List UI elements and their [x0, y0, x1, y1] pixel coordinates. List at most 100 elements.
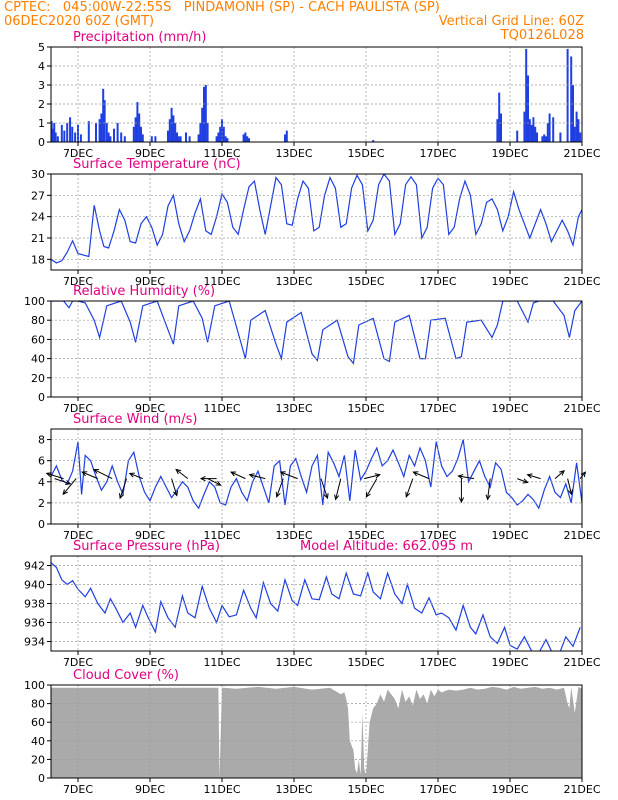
panel-grid — [51, 429, 583, 524]
panel-subtitle: Model Altitude: 662.095 m — [300, 539, 473, 554]
y-tick-label: 20 — [31, 372, 45, 385]
wind-arrowhead — [323, 493, 329, 500]
y-tick-label: 80 — [31, 314, 45, 327]
precip-bar — [523, 111, 526, 142]
x-tick-label: 11DEC — [203, 402, 240, 415]
wind-vector — [567, 478, 572, 495]
precip-bar — [98, 119, 101, 142]
vertical-grid-info: Vertical Grid Line: 60Z — [438, 14, 584, 29]
precip-bar — [516, 130, 519, 142]
wind-vector — [175, 469, 189, 480]
precip-bar — [74, 132, 77, 142]
wind-vector — [93, 469, 113, 480]
precip-bar — [246, 136, 249, 142]
panel-grid — [51, 47, 583, 142]
wind-arrowhead — [334, 494, 340, 501]
precip-bar — [176, 132, 178, 142]
x-tick-label: 15DEC — [347, 656, 384, 669]
x-tick-label: 7DEC — [63, 656, 93, 669]
wind-vector — [82, 471, 98, 480]
x-tick-label: 21DEC — [563, 529, 600, 542]
series-line — [51, 439, 582, 510]
y-tick-label: 100 — [24, 295, 45, 308]
y-tick-label: 6 — [38, 455, 45, 468]
precip-bar — [546, 123, 549, 142]
panel-6: 0 20 40 60 80 100 7DEC 9DEC 11DEC 13DEC 15DEC 17DEC… — [24, 668, 601, 796]
x-tick-label: 21DEC — [563, 275, 600, 288]
precip-bar — [60, 124, 63, 142]
precip-bar — [53, 123, 56, 142]
x-tick-label: 17DEC — [419, 656, 456, 669]
y-tick-label: 80 — [31, 698, 45, 711]
precip-bar — [54, 132, 57, 142]
precip-bar — [573, 126, 576, 142]
x-tick-label: 7DEC — [63, 402, 93, 415]
precip-bar — [221, 119, 223, 142]
y-tick-label: 938 — [24, 598, 45, 611]
precip-bar — [116, 123, 119, 142]
y-tick-label: 60 — [31, 333, 45, 346]
precip-bar — [71, 126, 74, 142]
panel-title: Surface Temperature (nC) — [73, 157, 241, 172]
wind-vector — [527, 474, 541, 480]
panel-data — [51, 174, 582, 264]
precip-bar — [109, 136, 112, 142]
precip-bar — [79, 134, 82, 142]
x-tick-label: 19DEC — [491, 147, 528, 160]
precip-bar — [222, 126, 225, 142]
precip-bar — [224, 136, 227, 142]
y-tick-label: 40 — [31, 735, 45, 748]
wind-arrowhead — [128, 472, 135, 478]
precip-bar — [496, 119, 499, 142]
precip-bar — [123, 136, 126, 142]
series-line — [51, 174, 582, 264]
precip-bar — [51, 128, 54, 142]
wind-arrowhead — [248, 473, 255, 479]
x-tick-label: 13DEC — [275, 275, 312, 288]
y-tick-label: 3 — [38, 79, 45, 92]
y-tick-label: 0 — [38, 518, 45, 531]
precip-bar — [528, 119, 531, 142]
panel-frame — [50, 684, 583, 779]
precip-bar — [100, 113, 103, 142]
wind-arrowhead — [567, 489, 573, 496]
wind-arrowhead — [279, 471, 286, 477]
precip-bar — [105, 123, 108, 142]
precip-bar — [136, 102, 139, 142]
precip-bar — [95, 123, 97, 142]
wind-vector — [249, 474, 266, 480]
precip-bar — [552, 117, 555, 142]
panel-data — [51, 48, 582, 142]
wind-vector — [335, 478, 342, 500]
precip-bar — [536, 132, 538, 142]
panel-frame — [50, 46, 583, 143]
panel-grid — [51, 174, 583, 270]
precip-bar — [206, 123, 209, 142]
panel-5: 934 936 938 940 942 7DEC 9DEC 11DEC 13DEC 15DEC 17… — [24, 539, 601, 669]
precip-bar — [140, 126, 142, 142]
x-tick-label: 19DEC — [491, 529, 528, 542]
panel-grid — [51, 301, 583, 397]
precip-bar — [204, 85, 207, 142]
wind-vector — [320, 478, 328, 499]
y-tick-label: 21 — [31, 232, 45, 245]
x-tick-label: 21DEC — [563, 147, 600, 160]
y-tick-label: 936 — [24, 617, 45, 630]
y-tick-label: 24 — [31, 211, 45, 224]
x-tick-label: 19DEC — [491, 402, 528, 415]
y-tick-label: 4 — [38, 60, 45, 73]
x-tick-label: 7DEC — [63, 275, 93, 288]
series-line — [51, 562, 581, 651]
precip-bar — [219, 126, 222, 142]
wind-vector — [579, 471, 586, 479]
wind-vector — [413, 471, 430, 480]
precip-bar — [548, 113, 551, 142]
wind-vector — [207, 478, 221, 486]
x-tick-label: 9DEC — [135, 147, 165, 160]
precip-bar — [530, 124, 533, 142]
y-tick-label: 30 — [31, 168, 45, 181]
wind-arrowhead — [199, 475, 206, 482]
wind-vector — [487, 478, 491, 500]
precip-bar — [372, 140, 375, 142]
y-tick-label: 8 — [38, 434, 45, 447]
